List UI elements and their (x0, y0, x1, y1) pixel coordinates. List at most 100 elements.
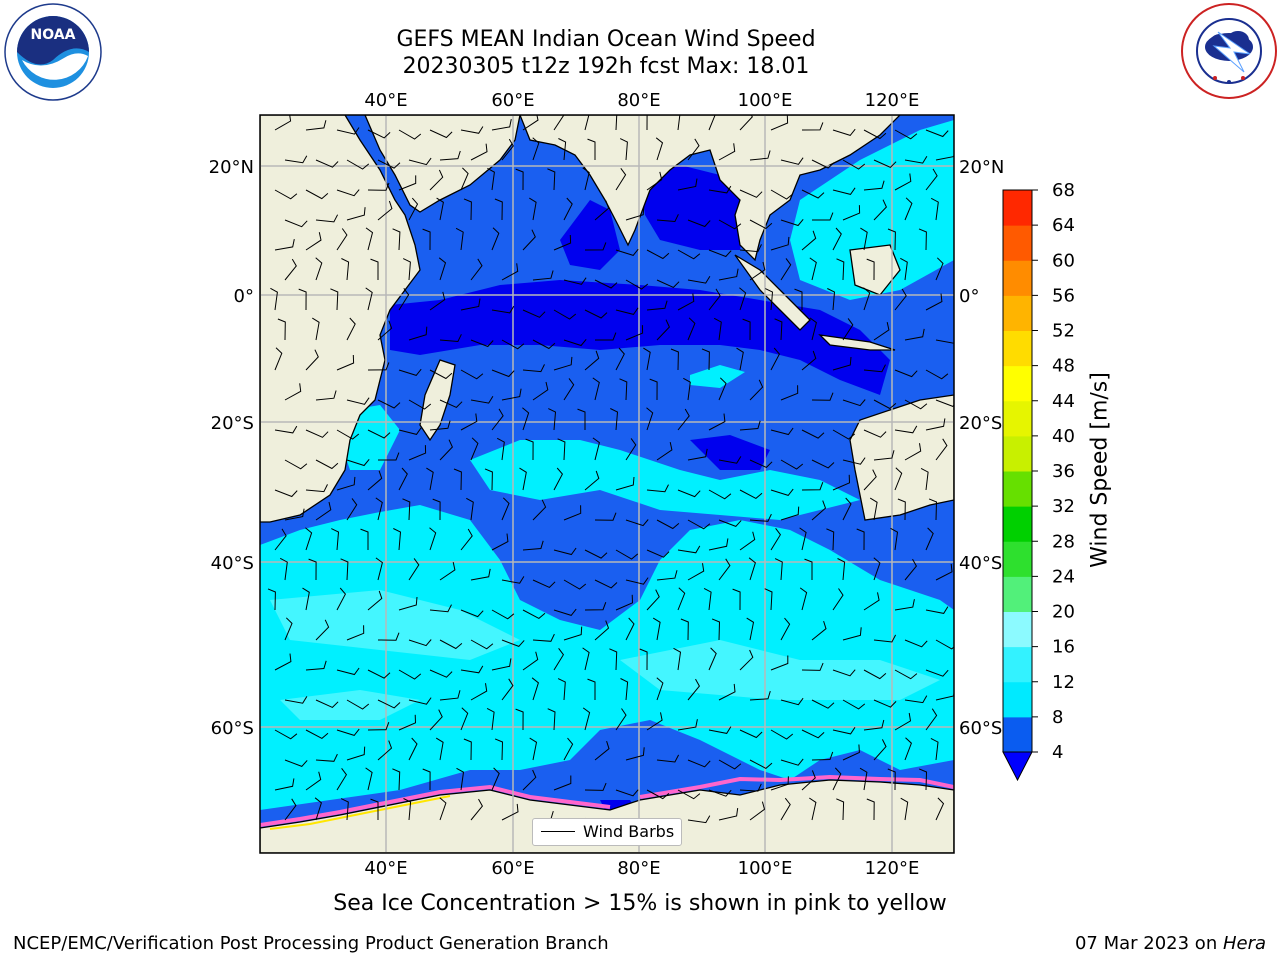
wind-barb (302, 587, 310, 611)
wind-barb (639, 648, 648, 671)
wind-barb (532, 339, 556, 350)
wind-barb (284, 155, 308, 164)
wind-barb (677, 587, 686, 611)
footer-date: 07 Mar 2023 on Hera (1075, 933, 1266, 954)
wind-barb (594, 512, 617, 521)
wind-barb (615, 248, 639, 256)
wind-barb (799, 527, 807, 551)
wind-barb (346, 159, 370, 170)
map-title: GEFS MEAN Indian Ocean Wind Speed (396, 27, 816, 52)
wind-barb (615, 115, 618, 131)
land-india-asia (519, 115, 901, 262)
colorbar-segment (1003, 225, 1032, 261)
wind-barb (270, 287, 278, 311)
wind-barb (764, 588, 773, 611)
wind-barb (708, 489, 732, 500)
colorbar-segment (1003, 435, 1032, 472)
wind-barb (594, 620, 610, 641)
wind-barb (408, 639, 432, 647)
wind-barb (595, 332, 617, 341)
wind-barb (646, 115, 648, 131)
wind-barb (491, 369, 515, 378)
wind-barb (460, 369, 484, 380)
wind-barb (314, 797, 322, 821)
wind-barb (708, 115, 716, 131)
colorbar-tick-label: 16 (1052, 637, 1075, 658)
wind-barb (842, 205, 861, 221)
colorbar-label: Wind Speed [m/s] (1087, 372, 1113, 568)
lat-label-right: 20°S (959, 413, 1002, 434)
wind-barb (455, 227, 464, 251)
wind-barb (408, 558, 420, 581)
wind-barb (522, 407, 530, 431)
wind-barb (429, 420, 451, 431)
wind-barb (836, 258, 845, 281)
land-antarctica (260, 779, 954, 853)
wind-barb (718, 377, 727, 401)
wind-barb (935, 797, 945, 821)
wind-barb (377, 320, 393, 341)
wind-barb (422, 228, 431, 251)
wind-barb (501, 388, 522, 401)
wind-barb (646, 589, 660, 611)
colorbar-tick-label: 32 (1052, 496, 1075, 517)
wind-barb (873, 399, 897, 410)
wind-barb (832, 727, 856, 735)
deep-blue-arabian-sea (560, 200, 620, 270)
wind-barb (547, 708, 556, 731)
wind-barb (894, 129, 918, 140)
wind-barb (894, 467, 903, 491)
wind-barb (426, 467, 434, 491)
wind-barb (655, 137, 664, 161)
wind-barb (501, 678, 514, 701)
wind-barb (625, 438, 637, 461)
wind-barb (408, 197, 419, 221)
wind-barb (811, 500, 827, 521)
wind-barb (563, 579, 587, 590)
wind-barb (284, 798, 297, 821)
wind-barb (842, 497, 852, 521)
wind-barb (305, 729, 329, 740)
wind-barb (336, 667, 360, 676)
wind-barb (832, 356, 852, 371)
wind-barb (677, 293, 695, 311)
wind-barb (553, 115, 565, 131)
wind-barb (894, 369, 918, 378)
wind-barb (346, 625, 365, 641)
wind-barb (305, 349, 319, 371)
wind-barb (398, 427, 422, 435)
wind-barb (732, 588, 741, 611)
wind-barb (832, 669, 856, 677)
wind-barb (894, 288, 907, 311)
wind-barb (615, 307, 639, 315)
wind-barb (582, 167, 590, 191)
wind-barb (620, 678, 629, 701)
wind-barb (749, 150, 771, 161)
wind-barb (873, 450, 895, 461)
wind-barb (274, 238, 295, 251)
wind-barb (925, 129, 949, 138)
wind-barb (739, 729, 763, 739)
wind-barb (563, 277, 587, 285)
wind-barb (812, 212, 834, 221)
wind-barb (677, 408, 690, 431)
wind-barb (367, 722, 390, 731)
wind-barb (656, 519, 680, 530)
wind-barb (408, 399, 432, 410)
wind-barb (832, 429, 856, 440)
land-africa (260, 115, 421, 523)
wind-barb (501, 497, 510, 521)
wind-barb (860, 227, 868, 251)
wind-barb (436, 197, 444, 221)
wind-barb (315, 501, 332, 521)
wind-barb (687, 448, 708, 461)
wind-barb (873, 159, 897, 168)
wind-barb (708, 249, 732, 258)
wind-barb (305, 232, 322, 251)
colorbar-tick-label: 40 (1052, 426, 1075, 447)
wind-barb (809, 257, 817, 281)
footer-machine: Hera (1222, 933, 1266, 954)
footer-credit: NCEP/EMC/Verification Post Processing Pr… (13, 933, 609, 954)
wind-barb (837, 558, 846, 581)
lon-label-top: 120°E (865, 90, 920, 111)
